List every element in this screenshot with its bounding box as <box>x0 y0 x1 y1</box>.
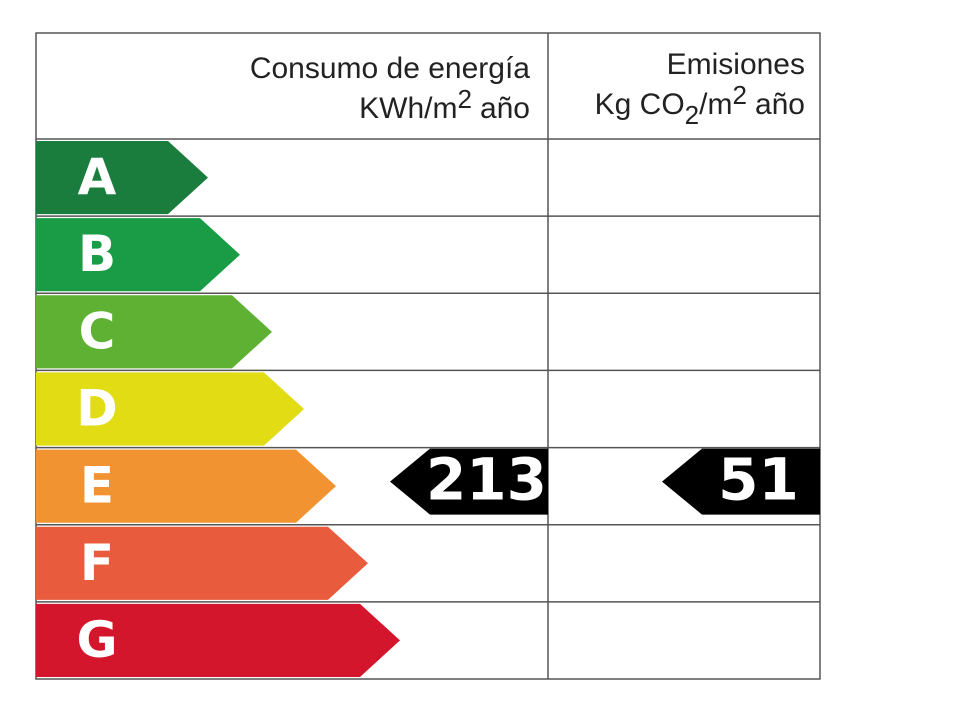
rating-letter: C <box>79 302 116 360</box>
rating-letter: B <box>78 225 116 283</box>
rating-arrow <box>36 372 304 446</box>
rating-letter: G <box>76 611 117 669</box>
rating-arrow <box>36 526 368 600</box>
sup: 2 <box>457 84 471 114</box>
energy-value: 213 <box>426 446 547 514</box>
unit-tail: año <box>480 92 530 125</box>
rating-letter: E <box>80 457 114 515</box>
energy-title: Consumo de energía <box>250 52 530 85</box>
emissions-title: Emisiones <box>667 48 805 81</box>
rating-letter: F <box>80 534 114 592</box>
emissions-indicator <box>662 448 820 515</box>
unit-tail: año <box>755 88 805 121</box>
sup: 2 <box>732 80 746 110</box>
rating-arrow <box>36 295 272 369</box>
rating-arrow <box>36 449 336 523</box>
sub: 2 <box>685 100 699 130</box>
rating-arrow <box>36 603 400 677</box>
rating-letter: D <box>76 380 118 438</box>
rating-arrow <box>36 218 240 292</box>
emissions-value: 51 <box>718 446 799 514</box>
unit: Kg CO <box>595 88 685 121</box>
rating-arrow <box>36 141 208 215</box>
energy-indicator <box>390 448 548 515</box>
rating-letter: A <box>78 148 117 206</box>
energy-unit: KWh/m2 año <box>359 84 530 125</box>
unit: /m <box>699 88 732 121</box>
emissions-unit: Kg CO2/m2 año <box>595 80 805 130</box>
unit: KWh/m <box>359 92 457 125</box>
